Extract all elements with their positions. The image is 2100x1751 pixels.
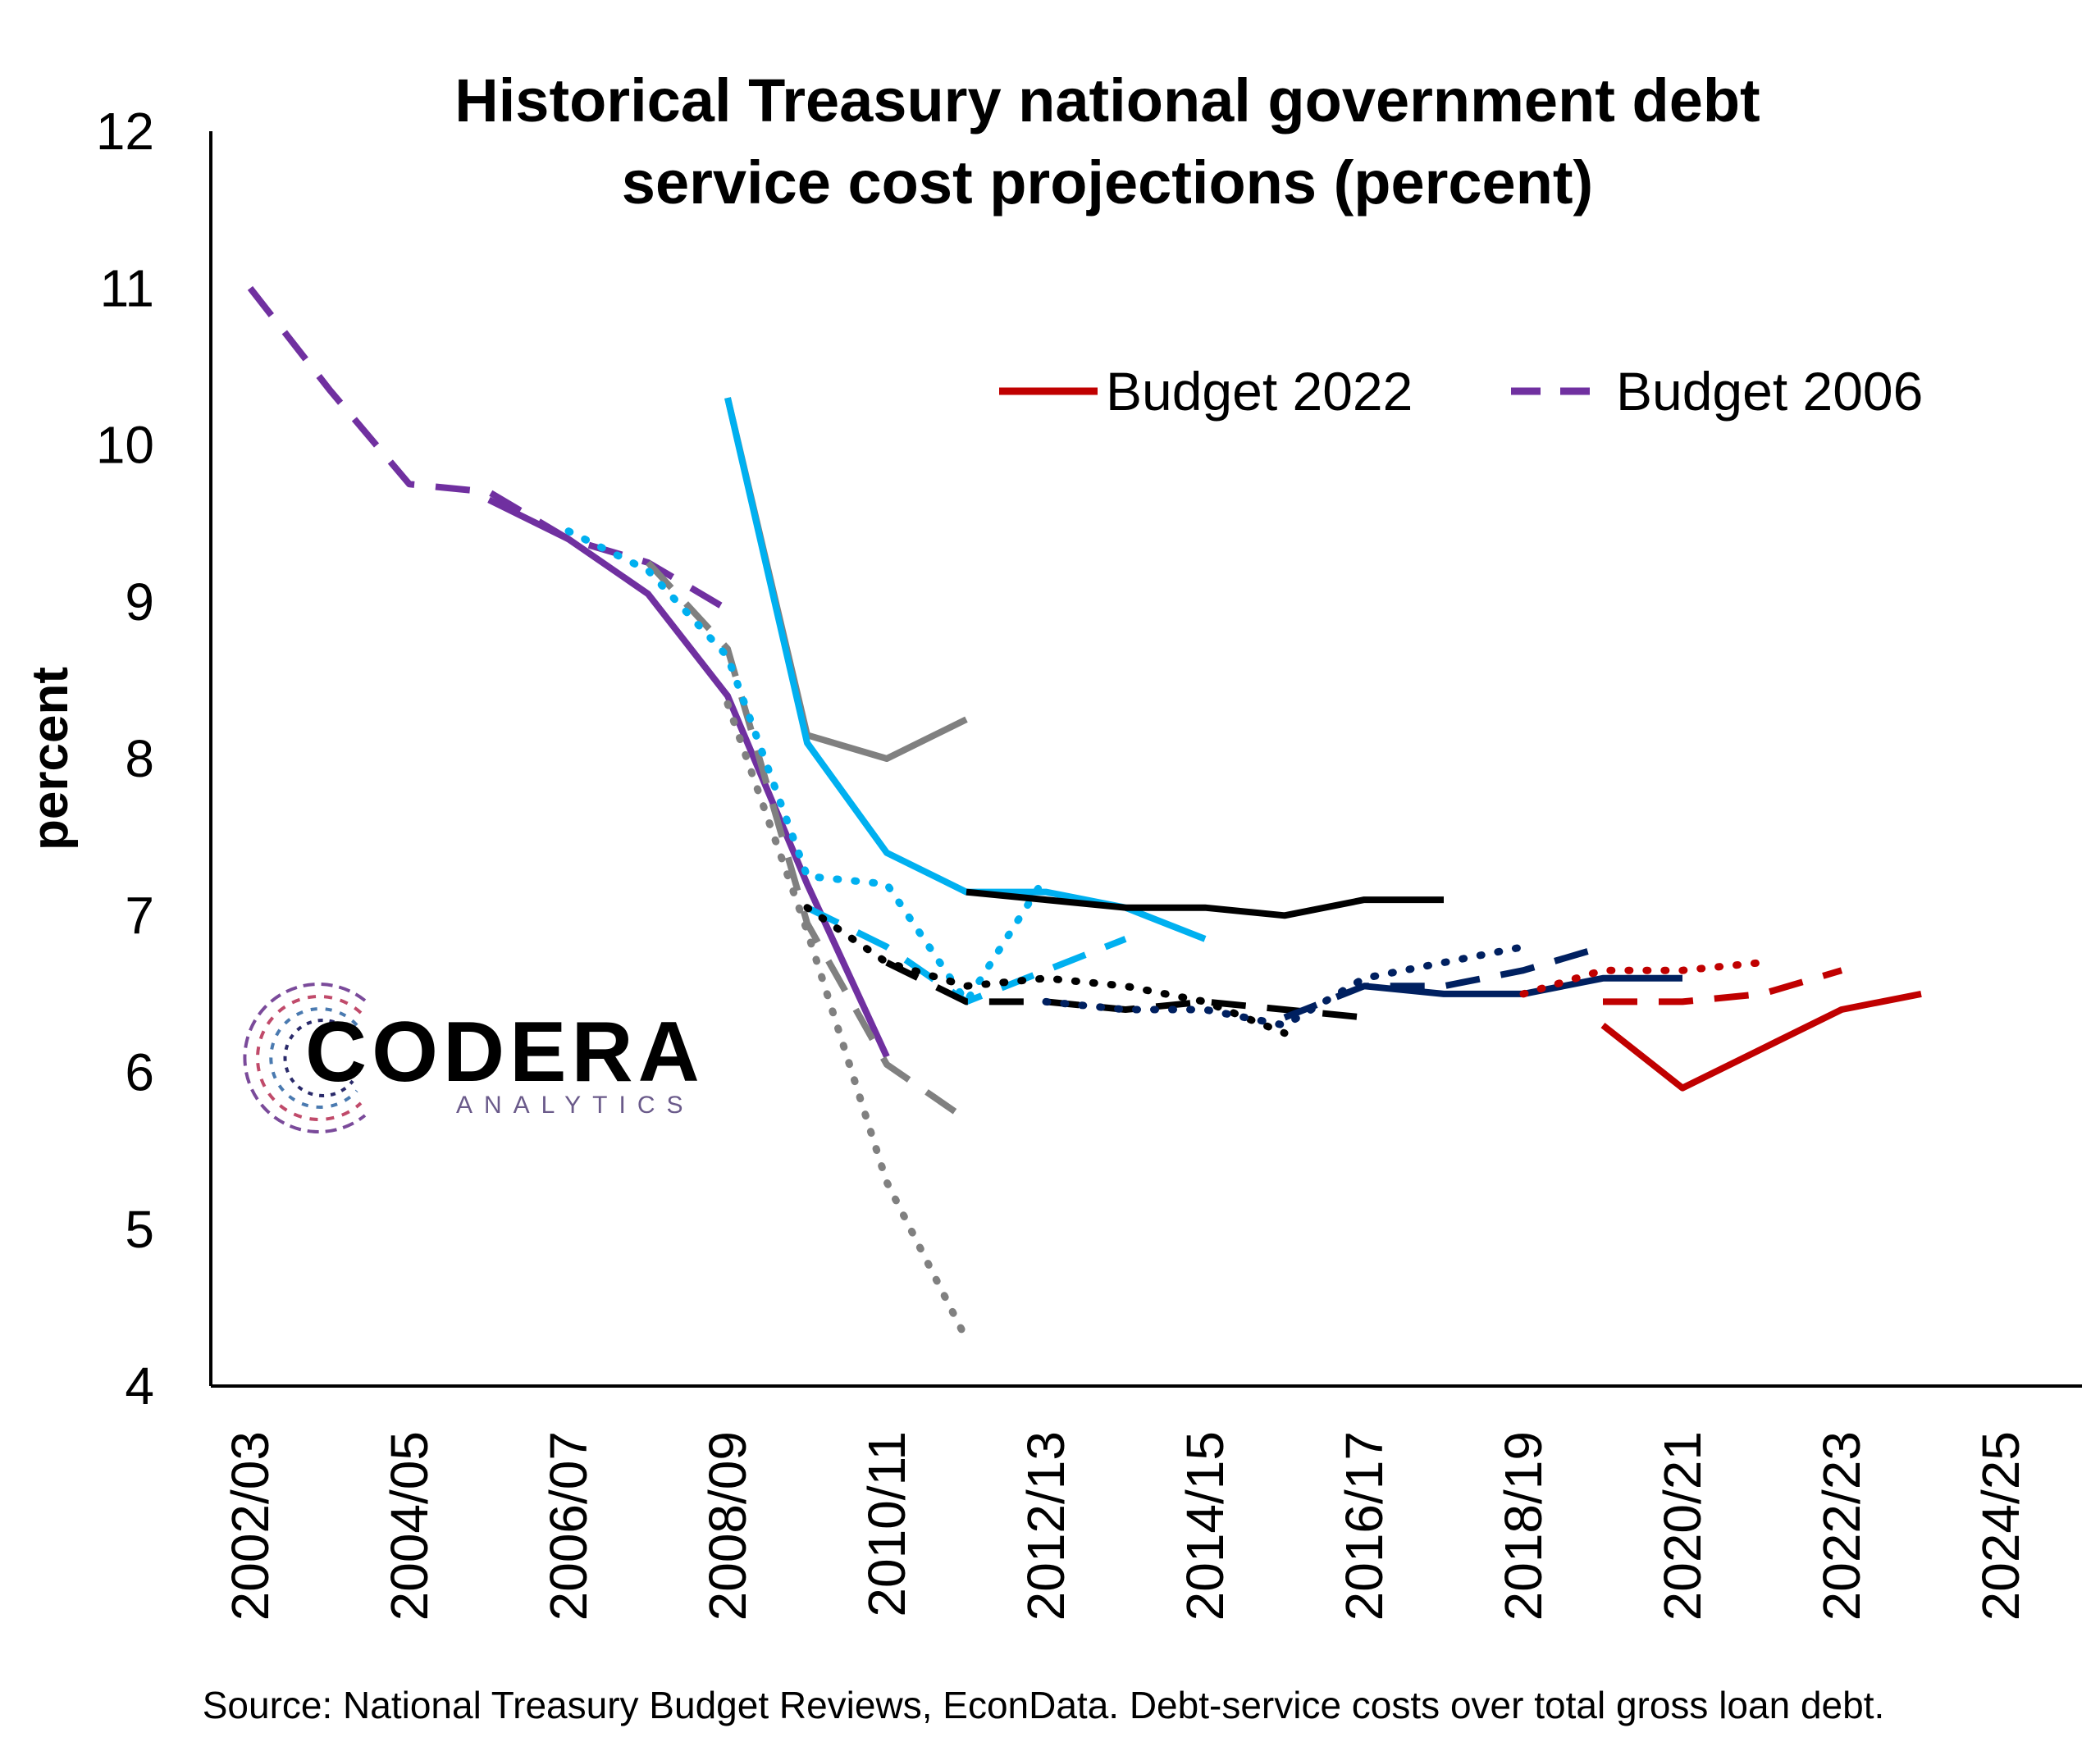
series-line-16 <box>1603 967 1843 1005</box>
y-tick-label: 7 <box>125 886 154 945</box>
x-tick-label: 2002/03 <box>221 1431 280 1621</box>
chart-title-line-2: service cost projections (percent) <box>622 148 1593 217</box>
x-tick-label: 2020/21 <box>1653 1431 1712 1621</box>
x-tick-label: 2006/07 <box>539 1431 598 1621</box>
x-tick-label: 2022/23 <box>1812 1431 1871 1621</box>
series-line-17 <box>1600 990 1922 1092</box>
series-line-4 <box>724 700 970 1343</box>
series-line-6 <box>564 527 1050 1005</box>
series-line-10 <box>803 904 1289 1037</box>
legend-label-budget-2006: Budget 2006 <box>1616 361 1923 422</box>
series-line-9 <box>966 888 1444 919</box>
x-tick-label: 2014/15 <box>1176 1431 1235 1621</box>
y-tick-label: 12 <box>96 102 154 161</box>
x-tick-label: 2016/17 <box>1335 1431 1394 1621</box>
logo-arc-icon <box>243 983 367 1133</box>
y-tick-labels: 4 5 6 7 8 9 10 11 12 <box>96 102 154 1416</box>
x-tick-label: 2008/09 <box>698 1431 757 1621</box>
series-line-11 <box>885 960 1365 1021</box>
x-tick-label: 2010/11 <box>857 1431 916 1617</box>
series-line-1 <box>247 285 730 613</box>
series-line-2 <box>487 496 890 1059</box>
x-tick-labels: 2002/03 2004/05 2006/07 2008/09 2010/11 2012/… <box>221 1431 2030 1621</box>
y-tick-label: 9 <box>125 572 154 632</box>
y-tick-label: 10 <box>96 416 154 475</box>
codera-logo: CODERA ANALYTICS <box>243 983 705 1133</box>
series-layer <box>247 285 1922 1343</box>
logo-name: CODERA <box>305 1005 705 1100</box>
y-tick-label: 4 <box>125 1357 154 1416</box>
series-line-15 <box>1519 959 1766 998</box>
series-line-12 <box>1042 943 1527 1029</box>
source-note: Source: National Treasury Budget Reviews… <box>203 1684 1885 1726</box>
x-tick-label: 2012/13 <box>1016 1431 1075 1621</box>
logo-subtitle: ANALYTICS <box>456 1092 695 1119</box>
y-tick-label: 6 <box>125 1043 154 1102</box>
chart-title-line-1: Historical Treasury national government … <box>454 66 1760 135</box>
y-tick-label: 5 <box>125 1200 154 1259</box>
y-tick-label: 8 <box>125 729 154 788</box>
x-tick-label: 2024/25 <box>1971 1431 2030 1621</box>
series-line-5 <box>724 397 968 762</box>
series-line-13 <box>1283 943 1605 1021</box>
x-tick-label: 2004/05 <box>380 1431 439 1621</box>
y-tick-label: 11 <box>100 258 154 317</box>
legend: Budget 2022 Budget 2006 <box>999 361 1923 422</box>
x-tick-label: 2018/19 <box>1494 1431 1553 1621</box>
legend-label-budget-2022: Budget 2022 <box>1106 361 1413 422</box>
y-axis-label: percent <box>22 667 79 850</box>
